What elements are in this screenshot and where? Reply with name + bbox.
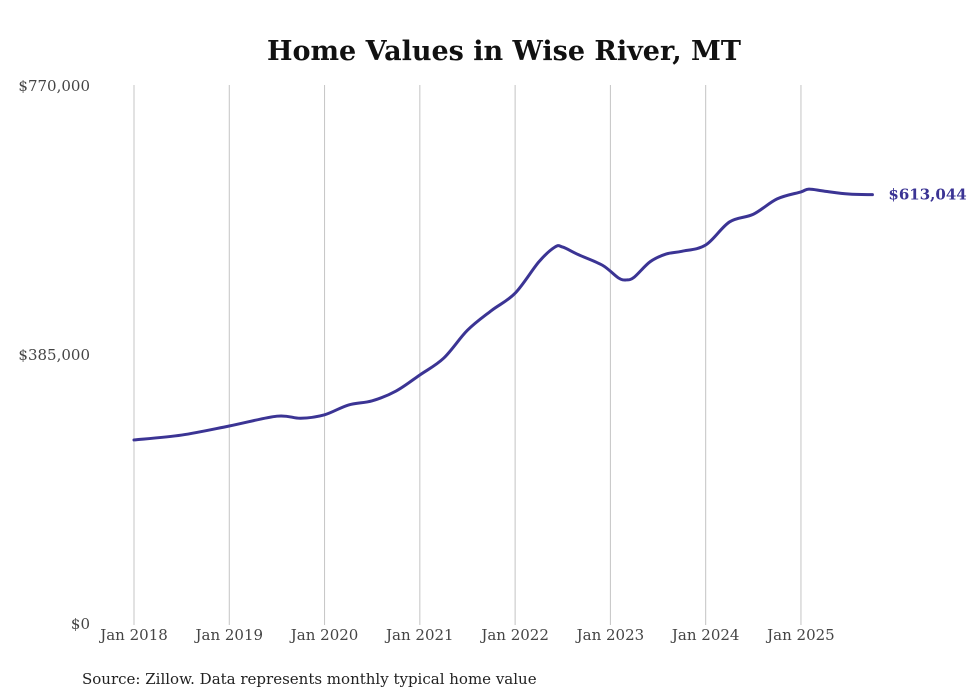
x-tick-label: Jan 2020: [289, 626, 359, 644]
source-note: Source: Zillow. Data represents monthly …: [82, 670, 537, 688]
y-tick-label: $770,000: [18, 77, 90, 95]
x-tick-label: Jan 2025: [765, 626, 835, 644]
y-tick-label: $0: [71, 615, 90, 633]
series-line: [132, 187, 874, 442]
x-tick-label: Jan 2022: [479, 626, 549, 644]
x-tick-label: Jan 2021: [384, 626, 454, 644]
x-tick-label: Jan 2024: [670, 626, 740, 644]
x-tick-label: Jan 2023: [575, 626, 645, 644]
y-tick-label: $385,000: [18, 346, 90, 364]
end-value-label: $613,044: [888, 186, 966, 204]
x-tick-label: Jan 2019: [193, 626, 263, 644]
chart-title: Home Values in Wise River, MT: [267, 36, 741, 67]
x-tick-label: Jan 2018: [98, 626, 168, 644]
